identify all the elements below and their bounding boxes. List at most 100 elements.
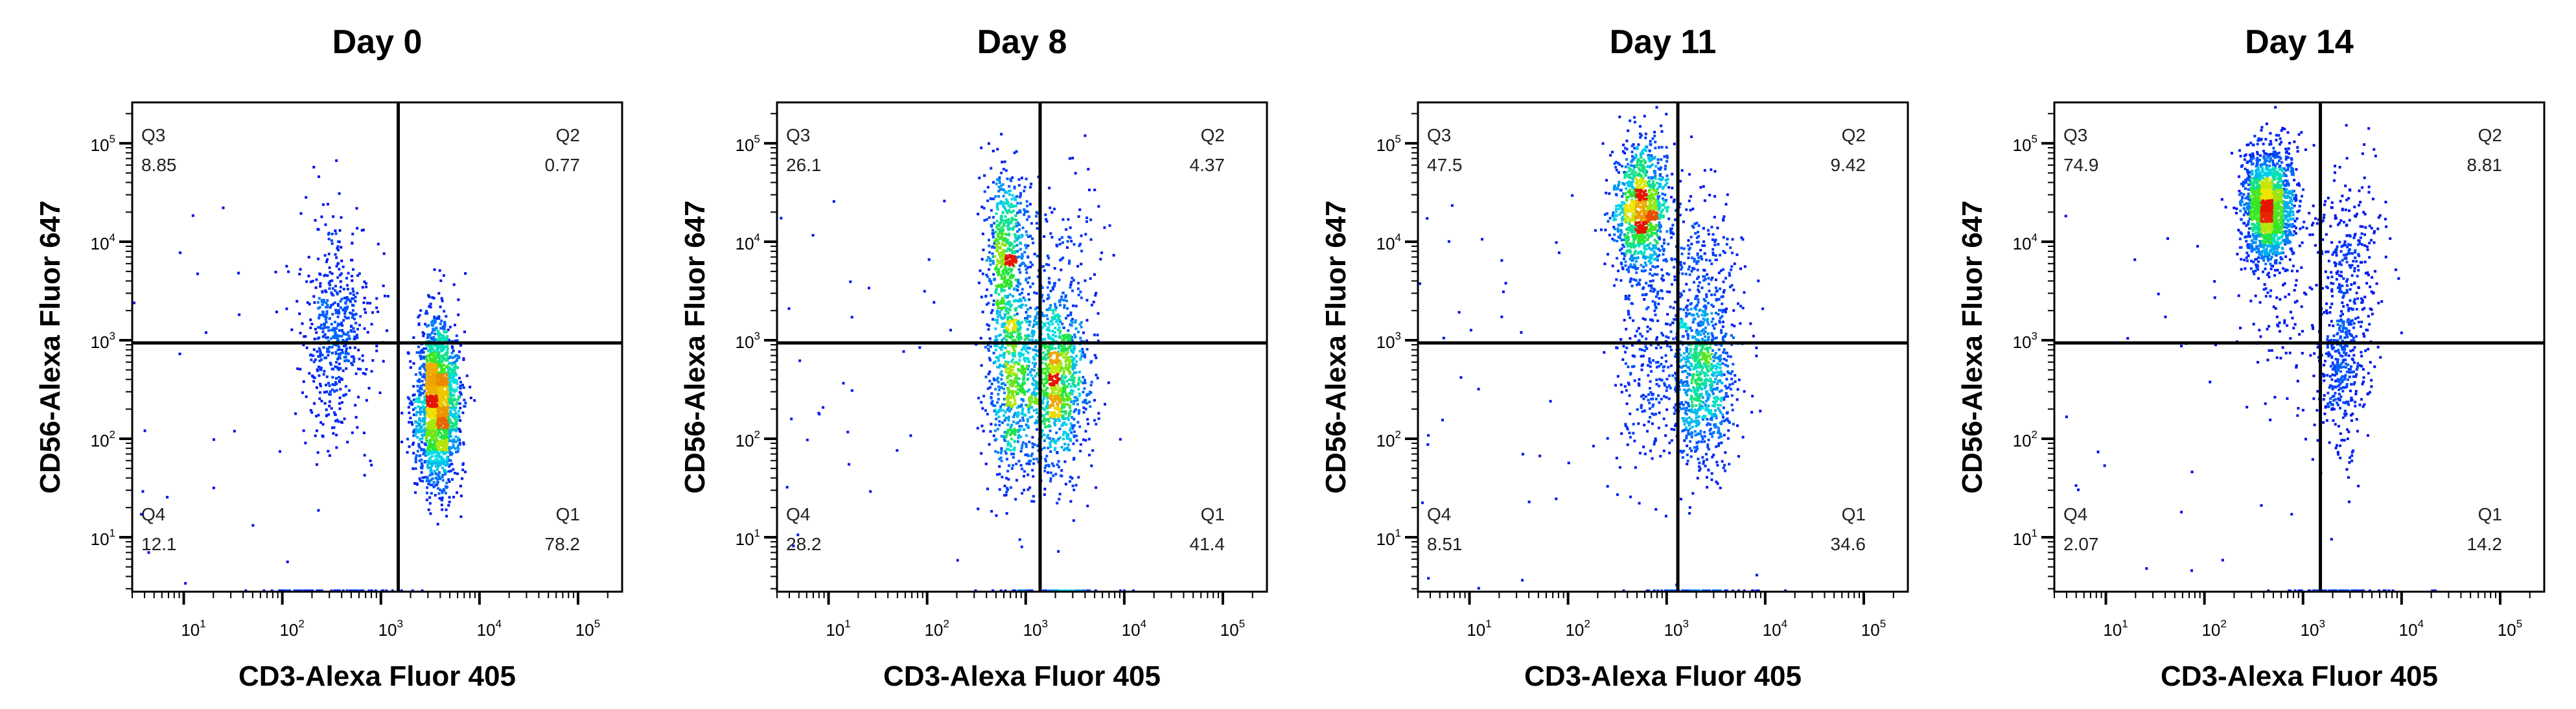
event-dot: [353, 330, 356, 333]
event-dot: [233, 430, 236, 433]
event-dot: [331, 239, 334, 242]
event-dot: [1076, 421, 1080, 424]
event-dot: [1014, 244, 1017, 248]
event-dot: [437, 455, 441, 458]
event-dot: [1001, 345, 1004, 348]
event-dot: [1004, 309, 1008, 312]
event-dot: [308, 372, 311, 375]
event-dot: [452, 389, 455, 392]
event-dot: [423, 373, 426, 376]
event-dot: [1032, 400, 1035, 403]
event-dot: [342, 288, 345, 291]
event-dot: [417, 316, 420, 319]
event-dot: [1014, 215, 1017, 218]
event-dot: [983, 190, 986, 193]
event-dot: [420, 441, 423, 444]
event-dot: [1030, 222, 1033, 225]
event-dot: [436, 468, 439, 471]
event-dot: [1005, 476, 1008, 480]
event-dot: [451, 403, 454, 406]
event-dot: [1024, 360, 1027, 363]
event-dot: [434, 465, 437, 468]
event-dot: [428, 442, 431, 445]
event-dot: [353, 360, 356, 363]
event-dot: [1061, 322, 1064, 325]
event-dot: [806, 438, 809, 441]
event-dot: [1058, 299, 1061, 302]
event-dot: [999, 200, 1003, 203]
event-dot: [982, 207, 986, 210]
event-dot: [1044, 213, 1047, 216]
event-dot: [1035, 292, 1038, 295]
event-dot: [1087, 168, 1090, 171]
event-dot: [1064, 482, 1067, 485]
event-dot: [316, 350, 319, 353]
event-dot: [1007, 419, 1010, 422]
event-dot: [1049, 232, 1052, 235]
event-dot: [439, 375, 442, 378]
event-dot: [1023, 347, 1027, 351]
event-dot: [1061, 241, 1064, 244]
event-dot: [418, 380, 421, 383]
event-dot: [331, 351, 334, 354]
event-dot: [313, 338, 316, 341]
event-dot: [1004, 411, 1007, 414]
event-dot: [1093, 419, 1097, 422]
event-dot: [1063, 448, 1066, 452]
event-dot: [1012, 430, 1015, 434]
event-dot: [1035, 382, 1038, 386]
event-dot: [437, 364, 440, 367]
event-dot: [1012, 322, 1015, 325]
event-dot: [1085, 347, 1089, 351]
event-dot: [1025, 310, 1028, 314]
event-dot: [437, 383, 440, 386]
event-dot: [435, 344, 438, 347]
event-dot: [408, 402, 412, 405]
event-dot: [1056, 404, 1060, 407]
event-dot: [981, 407, 984, 410]
event-dot: [1007, 210, 1010, 213]
event-dot: [411, 402, 414, 405]
event-dot: [327, 450, 330, 453]
event-dot: [310, 322, 314, 325]
event-dot: [418, 371, 421, 374]
event-dot: [309, 409, 312, 412]
event-dot: [443, 425, 447, 428]
event-dot: [441, 334, 445, 337]
event-dot: [446, 358, 449, 362]
event-dot: [281, 589, 284, 592]
event-dot: [325, 414, 328, 417]
event-dot: [1072, 279, 1075, 282]
event-dot: [1011, 368, 1014, 371]
event-dot: [1043, 466, 1047, 469]
event-dot: [336, 292, 339, 296]
event-dot: [329, 390, 332, 393]
event-dot: [1007, 323, 1010, 327]
event-dot: [1044, 344, 1047, 347]
event-dot: [332, 411, 336, 414]
event-dot: [432, 405, 435, 408]
event-dot: [1047, 332, 1050, 336]
event-dot: [332, 215, 335, 218]
event-dot: [1008, 185, 1011, 188]
event-dot: [419, 454, 422, 458]
event-dot: [1052, 389, 1055, 393]
event-dot: [1042, 323, 1045, 326]
event-dot: [1070, 431, 1073, 434]
event-dot: [1043, 423, 1046, 426]
event-dot: [1065, 364, 1068, 367]
event-dot: [998, 423, 1001, 426]
event-dot: [445, 383, 448, 386]
event-dot: [437, 452, 441, 456]
event-dot: [415, 482, 419, 485]
event-dot: [352, 268, 355, 271]
event-dot: [439, 279, 443, 283]
event-dot: [1036, 255, 1039, 258]
event-dot: [1095, 423, 1098, 426]
event-dot: [452, 283, 456, 286]
event-dot: [453, 355, 456, 358]
event-dot: [345, 333, 349, 336]
event-dot: [1006, 487, 1009, 490]
event-dot: [1059, 259, 1062, 262]
